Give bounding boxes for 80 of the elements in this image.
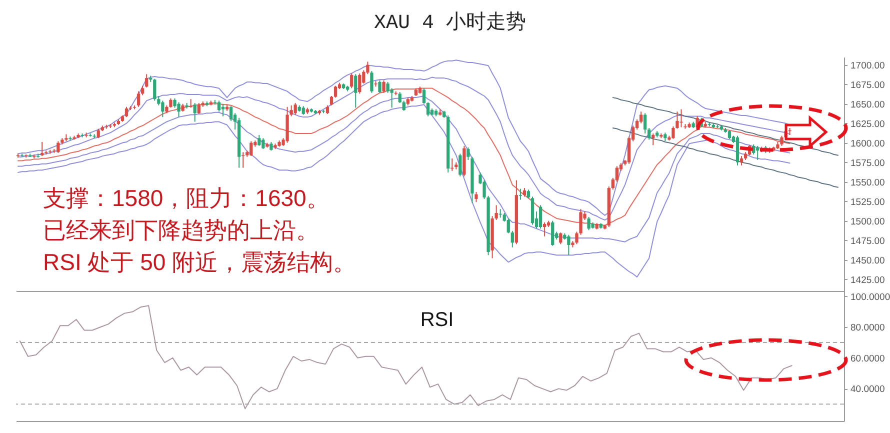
candlestick — [648, 127, 651, 140]
y-tick-label: 1550.00 — [850, 177, 885, 188]
annotation: 已经来到下降趋势的上沿。 — [43, 217, 319, 243]
candlestick — [136, 90, 140, 108]
candlestick — [652, 132, 655, 146]
candlestick — [229, 106, 233, 122]
candlestick — [217, 100, 221, 112]
line-series — [612, 127, 839, 188]
y-tick-label: 1450.00 — [850, 255, 885, 266]
candlestick — [538, 204, 542, 230]
y-tick-label: 1600.00 — [850, 138, 885, 150]
candlestick — [173, 98, 176, 108]
candlestick — [221, 103, 225, 117]
candlestick — [40, 142, 44, 157]
candlestick — [402, 100, 406, 112]
candlestick — [494, 204, 498, 221]
candlestick — [56, 140, 60, 154]
candlestick — [398, 92, 402, 104]
candlestick — [551, 220, 554, 246]
candlestick — [458, 153, 462, 177]
candlestick — [177, 102, 180, 118]
candlestick — [161, 100, 164, 118]
y-tick-label: 1475.00 — [850, 236, 885, 247]
y-tick-label: 1650.00 — [850, 99, 885, 110]
candlestick — [258, 134, 261, 146]
candlestick — [740, 156, 744, 166]
line-series — [612, 97, 839, 156]
candlestick — [124, 106, 128, 118]
candlestick — [510, 230, 514, 248]
candlestick — [294, 102, 297, 116]
candlestick — [506, 218, 510, 234]
candlestick — [354, 74, 358, 108]
candlestick — [680, 108, 683, 128]
y-tick-label: 1625.00 — [850, 118, 885, 130]
y-tick-label: 1675.00 — [850, 80, 885, 91]
candlestick — [153, 78, 156, 102]
candlestick — [518, 188, 522, 200]
candlestick — [358, 72, 362, 94]
y-tick-label: 100.0000 — [850, 292, 890, 303]
candlestick — [96, 128, 100, 139]
candlestick — [382, 80, 386, 94]
annotation: 支撑：1580，阻力：1630。 — [43, 185, 330, 211]
candlestick — [426, 102, 430, 117]
candlestick — [370, 70, 374, 94]
text: RSI — [420, 309, 454, 331]
y-tick-label: 60.0000 — [850, 353, 885, 364]
y-tick-label: 1500.00 — [850, 216, 885, 228]
annotation: RSI 处于 50 附近，震荡结构。 — [43, 249, 356, 275]
candlestick — [567, 234, 570, 256]
candlestick — [334, 85, 338, 98]
y-tick-label: 80.0000 — [850, 322, 885, 334]
candlestick — [643, 112, 647, 134]
candlestick — [141, 85, 144, 96]
line-series — [17, 104, 790, 278]
candlestick — [193, 102, 196, 122]
line-series — [19, 305, 792, 410]
candlestick — [169, 98, 172, 108]
candlestick — [466, 146, 470, 160]
candlestick — [197, 102, 200, 114]
candlestick — [250, 140, 253, 157]
candlestick — [756, 145, 760, 160]
candlestick — [542, 222, 546, 237]
chart-title: XAU 4 小时走势 — [374, 11, 526, 35]
y-tick-label: 1700.00 — [850, 60, 885, 72]
candlestick — [330, 96, 334, 106]
y-tick-label: 1525.00 — [850, 196, 885, 208]
y-tick-label: 40.0000 — [850, 384, 885, 396]
candlestick — [350, 72, 354, 89]
candlestick — [145, 74, 148, 88]
candlestick — [587, 216, 590, 231]
candlestick — [780, 135, 784, 146]
candlestick — [639, 111, 643, 124]
y-tick-label: 1425.00 — [850, 274, 885, 286]
candlestick — [378, 80, 382, 94]
candlestick — [262, 138, 265, 150]
candlestick — [422, 88, 426, 104]
candlestick — [559, 232, 562, 245]
candlestick — [386, 81, 390, 94]
candlestick — [474, 191, 478, 203]
y-tick-label: 1575.00 — [850, 158, 885, 169]
